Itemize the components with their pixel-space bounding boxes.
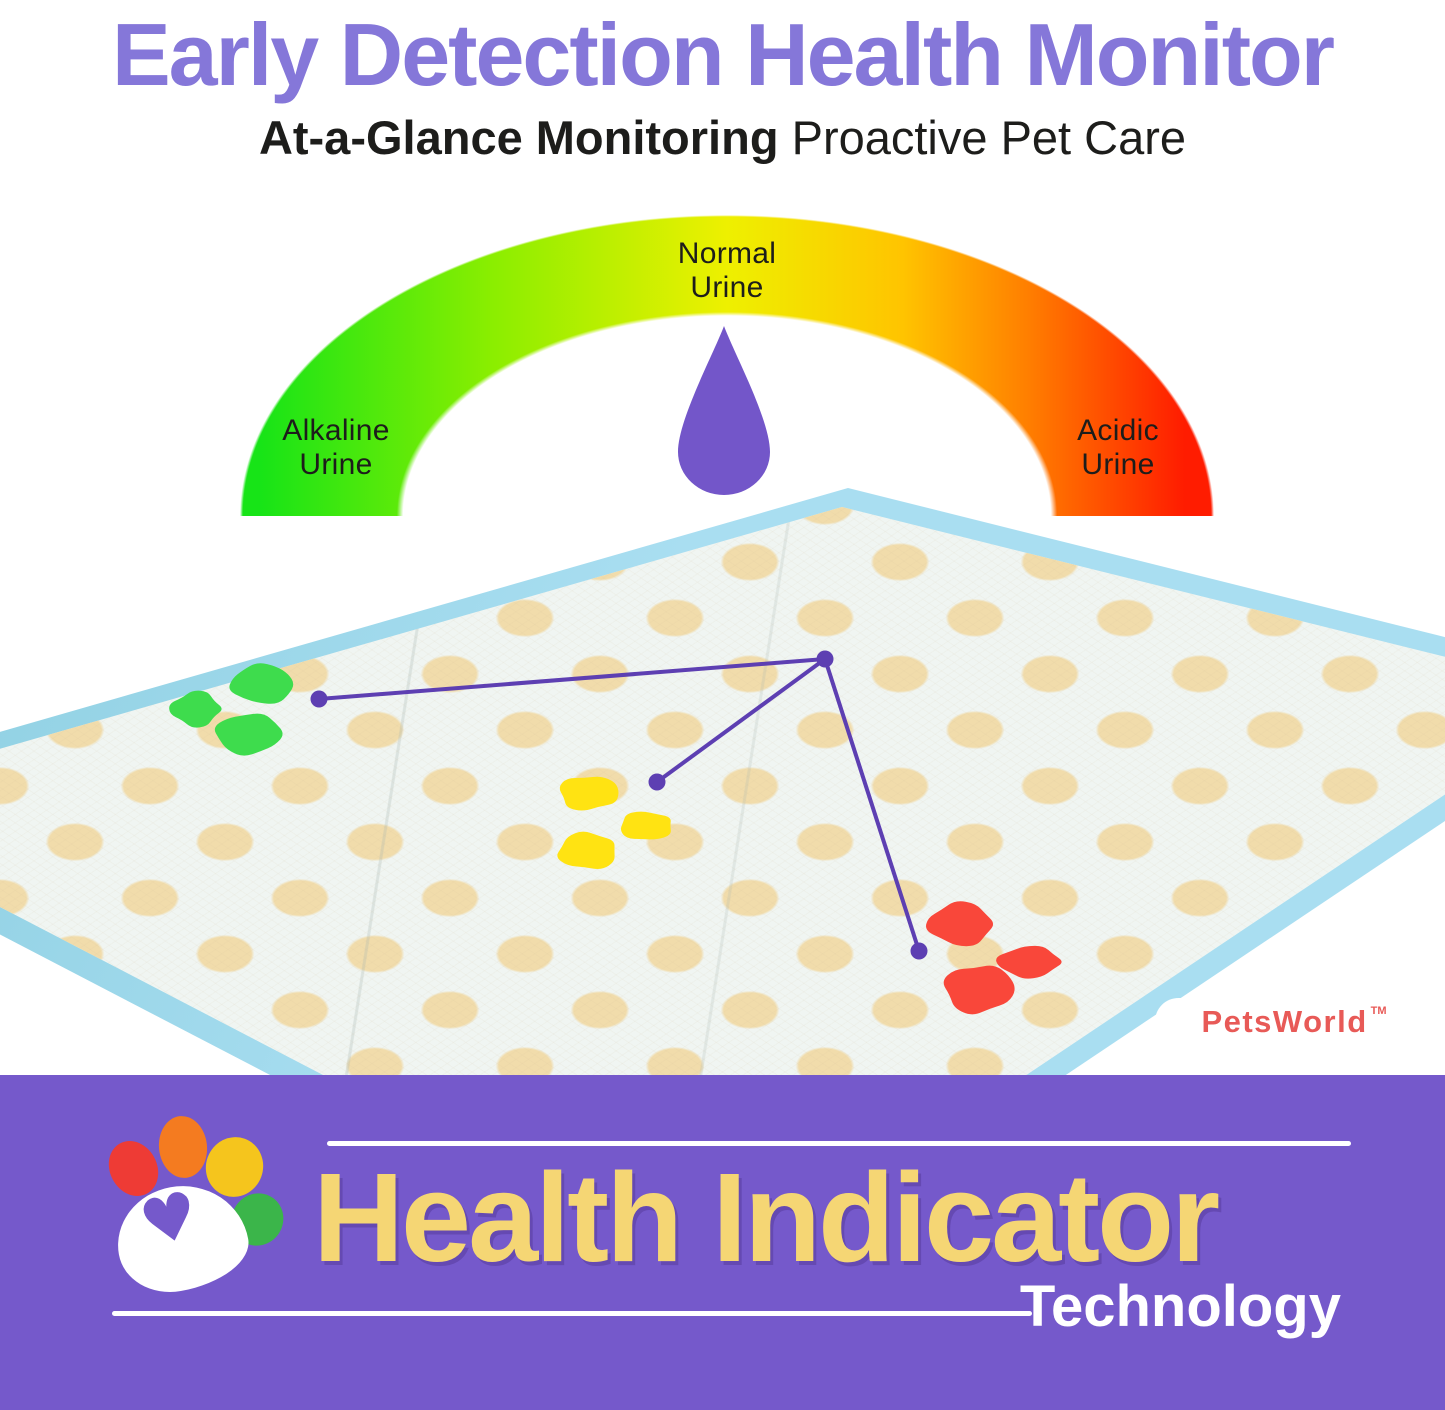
banner-divider-bottom [112, 1311, 1032, 1316]
page-subtitle: At-a-Glance Monitoring Proactive Pet Car… [0, 110, 1445, 165]
gauge-label-acidic-line1: Acidic [1077, 414, 1159, 447]
gauge-label-alkaline: Alkaline Urine [282, 414, 389, 482]
banner-title: Health Indicator [313, 1147, 1220, 1288]
banner: ♥ Health Indicator Technology [0, 1075, 1445, 1410]
subtitle-rest: Proactive Pet Care [778, 111, 1187, 164]
subtitle-bold: At-a-Glance Monitoring [258, 111, 779, 164]
gauge-label-normal-line1: Normal [677, 237, 777, 270]
pee-pad: PetsWorld TM [0, 450, 1445, 1075]
gauge-label-acidic: Acidic Urine [1077, 414, 1159, 482]
gauge-label-normal-line2: Urine [690, 271, 764, 305]
gauge-label-acidic-line2: Urine [1081, 448, 1155, 482]
paw-logo: ♥ [99, 1110, 300, 1305]
gauge-label-alkaline-line2: Urine [299, 448, 373, 482]
urine-drop-icon [678, 326, 770, 495]
gauge-label-normal: Normal Urine [678, 237, 776, 305]
gauge-label-alkaline-line1: Alkaline [282, 414, 390, 447]
pad-surface-pattern [0, 507, 1445, 1075]
petsworld-logo-text: PetsWorld [1201, 1003, 1368, 1039]
trademark-symbol: TM [1370, 1005, 1387, 1017]
petsworld-logo: PetsWorld TM [1155, 998, 1433, 1045]
banner-subtitle: Technology [1019, 1274, 1341, 1339]
banner-divider-top [327, 1141, 1351, 1146]
page-title: Early Detection Health Monitor [111, 5, 1335, 104]
paw-toe-orange-icon [155, 1113, 211, 1181]
